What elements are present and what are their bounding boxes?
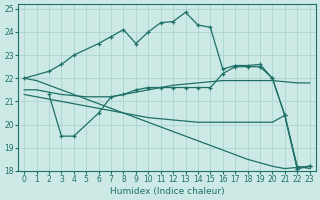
- X-axis label: Humidex (Indice chaleur): Humidex (Indice chaleur): [109, 187, 224, 196]
